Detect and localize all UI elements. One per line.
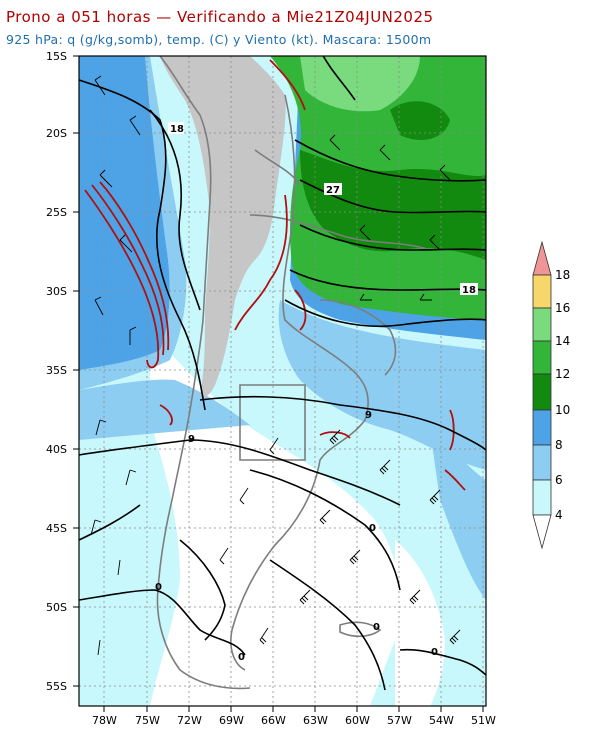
- colorbar-label: 16: [555, 301, 570, 315]
- contour-label: 0: [431, 647, 438, 658]
- contour-label: 0: [155, 582, 162, 593]
- contour-label: 0: [238, 652, 245, 663]
- graticule: [79, 56, 486, 706]
- shading-12-14: [300, 150, 486, 260]
- moisture-edge-lines: [84, 59, 466, 491]
- shading-6-8-c: [278, 300, 486, 470]
- colorbar-top-arrow: [532, 240, 552, 276]
- colorbar-label: 12: [555, 367, 570, 381]
- lat-labels: 15S 20S 25S 30S 35S 40S 45S 50S 55S: [46, 50, 67, 693]
- lat-label: 25S: [46, 206, 67, 219]
- lat-label: 55S: [46, 680, 67, 693]
- lon-label: 51W: [471, 714, 496, 727]
- shading-6-8-b: [79, 379, 250, 440]
- colorbar-segment: [532, 479, 552, 516]
- contour-label: 0: [373, 622, 380, 633]
- coastline: [156, 56, 431, 690]
- lon-label: 72W: [177, 714, 202, 727]
- lat-label: 50S: [46, 601, 67, 614]
- lon-label: 57W: [387, 714, 412, 727]
- colorbar-segment: [532, 409, 552, 446]
- shading-below-4-b: [395, 540, 445, 706]
- lon-labels: 78W 75W 72W 69W 66W 63W 60W 57W 54W 51W: [92, 714, 496, 727]
- lon-ticks: [103, 706, 484, 712]
- lon-label: 60W: [345, 714, 370, 727]
- map-subtitle: 925 hPa: q (g/kg,somb), temp. (C) y Vien…: [6, 32, 432, 47]
- colorbar-segment: [532, 373, 552, 411]
- contour-label: 9: [365, 410, 372, 421]
- lat-ticks: [73, 55, 79, 687]
- shading-6-8-d: [430, 430, 486, 600]
- lat-label: 20S: [46, 127, 67, 140]
- colorbar-segment: [532, 444, 552, 481]
- contour-label: 18: [170, 124, 184, 135]
- colorbar-label: 4: [555, 508, 563, 522]
- lon-label: 78W: [92, 714, 117, 727]
- contour-label: 0: [369, 523, 376, 534]
- colorbar-labels: 4 6 8 10 12 14 16 18: [555, 268, 570, 522]
- lat-label: 30S: [46, 285, 67, 298]
- contour-label: 27: [326, 185, 340, 196]
- colorbar-label: 10: [555, 403, 570, 417]
- wind-barbs: [90, 75, 461, 656]
- isotherm-contours: [79, 56, 486, 691]
- plot-frame: [78, 55, 487, 707]
- lat-label: 40S: [46, 443, 67, 456]
- contour-label-group: 18 27 18 9 9 0 0 0 0 0: [155, 122, 478, 663]
- colorbar-segment: [532, 274, 552, 309]
- colorbar-label: 8: [555, 438, 563, 452]
- colorbar: [532, 240, 552, 550]
- colorbar-segment: [532, 307, 552, 342]
- lon-label: 75W: [135, 714, 160, 727]
- colorbar-label: 14: [555, 334, 570, 348]
- colorbar-segment: [532, 340, 552, 375]
- contour-label: 9: [188, 434, 195, 445]
- lon-label: 54W: [429, 714, 454, 727]
- lat-label: 35S: [46, 364, 67, 377]
- lat-label: 45S: [46, 522, 67, 535]
- lon-label: 66W: [261, 714, 286, 727]
- map-title: Prono a 051 horas — Verificando a Mie21Z…: [6, 8, 434, 26]
- colorbar-label: 6: [555, 473, 563, 487]
- lat-label: 15S: [46, 50, 67, 63]
- terrain-mask: [160, 56, 286, 397]
- colorbar-bottom-arrow: [532, 514, 552, 550]
- map-plot-area: 18 27 18 9 9 0 0 0 0 0: [79, 56, 486, 706]
- lon-label: 69W: [219, 714, 244, 727]
- contour-label: 18: [462, 285, 476, 296]
- shading-14-16: [300, 56, 420, 112]
- shading-12-14-b: [390, 101, 450, 140]
- colorbar-label: 18: [555, 268, 570, 282]
- lon-label: 63W: [303, 714, 328, 727]
